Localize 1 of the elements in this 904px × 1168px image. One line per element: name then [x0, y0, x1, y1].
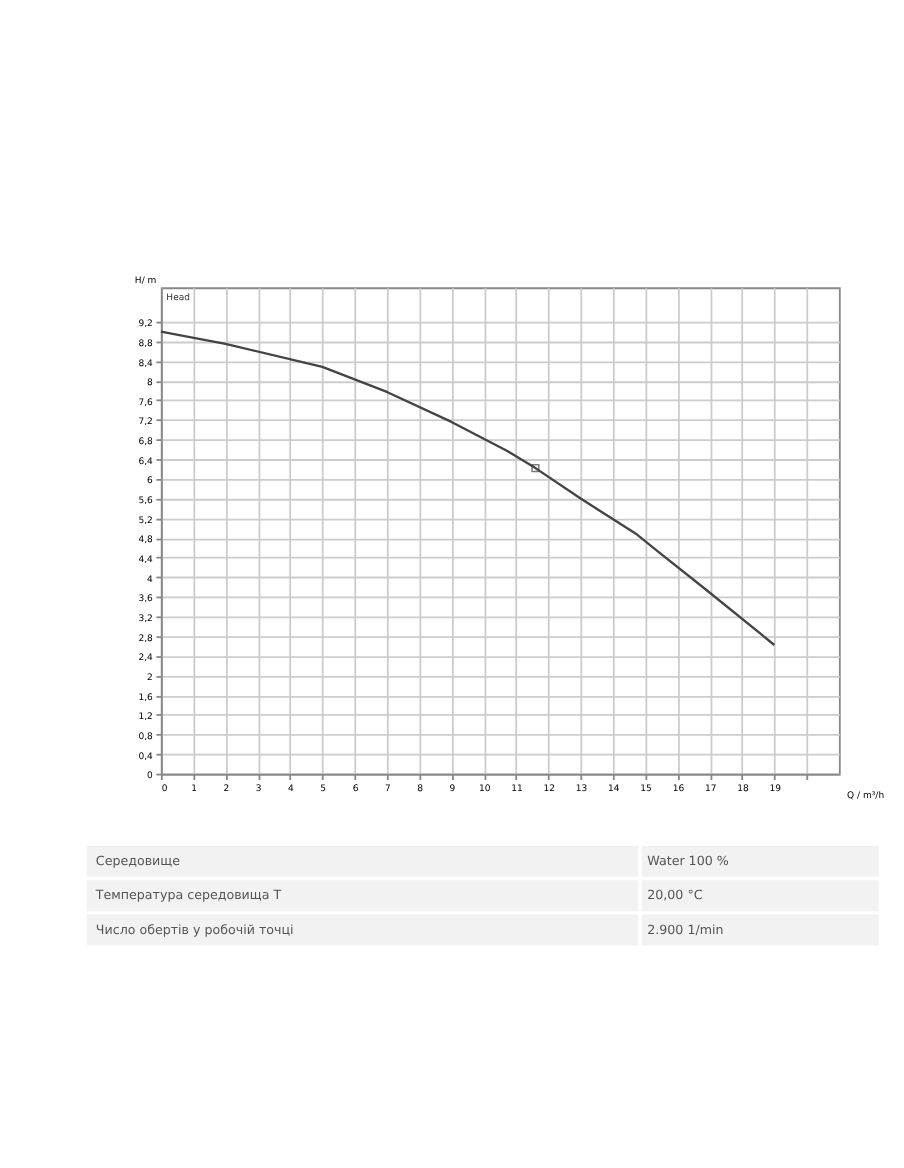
line-series	[159, 330, 776, 647]
